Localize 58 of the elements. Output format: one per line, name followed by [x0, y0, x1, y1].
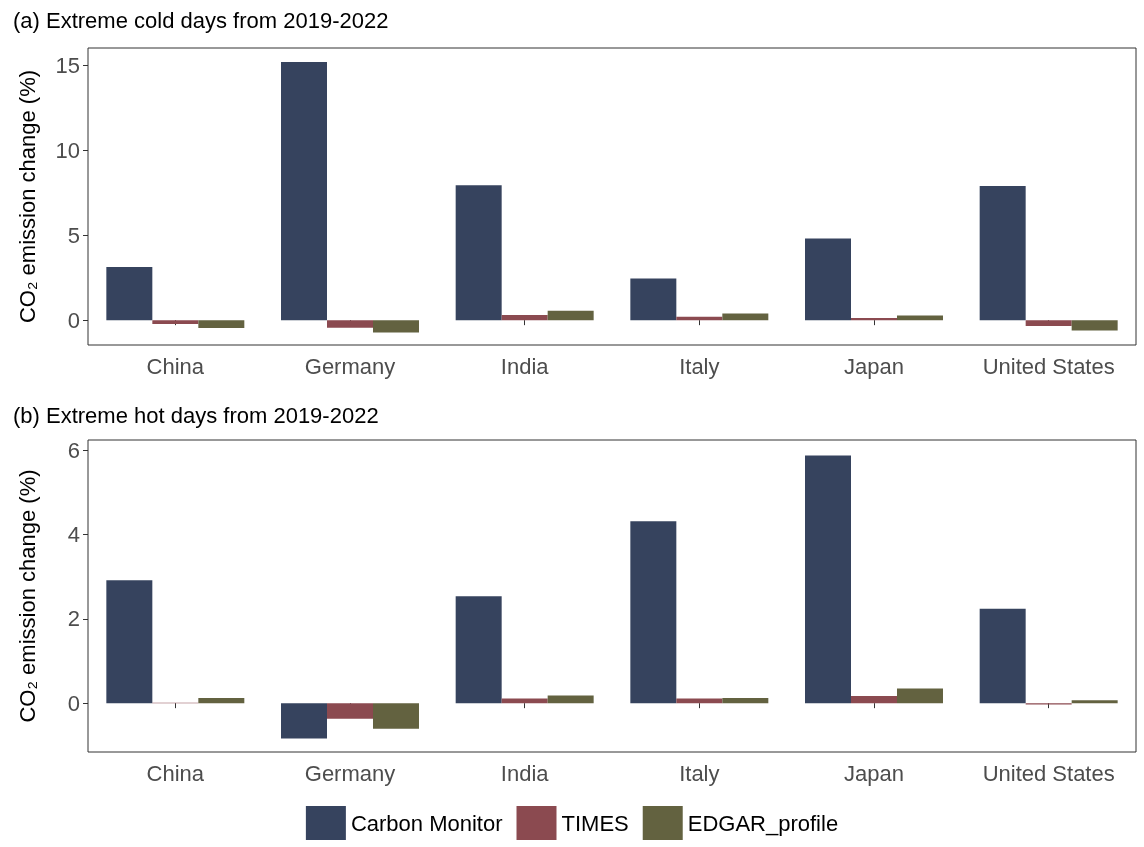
y-tick-label: 5	[67, 222, 80, 248]
bar	[897, 688, 943, 704]
bar	[630, 278, 677, 321]
legend-label: Carbon Monitor	[350, 810, 503, 836]
x-tick-label: China	[146, 760, 205, 786]
chart-title: (a) Extreme cold days from 2019-2022	[13, 7, 389, 33]
x-tick-label: United States	[982, 760, 1115, 786]
x-tick-label: Italy	[679, 760, 720, 786]
x-tick-label: Germany	[304, 760, 396, 786]
y-axis-title: CO₂ emission change (%)	[14, 469, 40, 723]
x-tick-label: Japan	[844, 353, 904, 379]
bar	[805, 455, 851, 704]
x-tick-label: Germany	[304, 353, 396, 379]
bar	[547, 310, 594, 321]
x-tick-label: India	[500, 353, 550, 379]
bar	[722, 313, 769, 321]
bar	[1071, 700, 1118, 704]
bar	[373, 703, 419, 729]
bar	[455, 596, 502, 704]
bar	[1071, 320, 1118, 331]
bar	[979, 608, 1026, 704]
bar	[327, 703, 373, 719]
legend-label: TIMES	[561, 810, 629, 836]
bar	[897, 315, 943, 321]
bar	[851, 696, 897, 704]
bar	[106, 267, 153, 321]
chart-title: (b) Extreme hot days from 2019-2022	[13, 402, 379, 428]
bar	[1025, 320, 1072, 327]
bar	[547, 695, 594, 704]
bar	[327, 320, 373, 328]
x-tick-label: United States	[982, 353, 1115, 379]
y-tick-label: 0	[67, 690, 80, 716]
y-axis-title: CO₂ emission change (%)	[14, 69, 40, 324]
bar	[805, 238, 851, 321]
x-tick-label: China	[146, 353, 205, 379]
bar	[198, 320, 245, 328]
bar	[722, 698, 769, 704]
y-tick-label: 6	[67, 438, 80, 464]
y-tick-label: 10	[55, 137, 80, 163]
y-tick-label: 2	[67, 606, 80, 632]
x-tick-label: Italy	[679, 353, 720, 379]
legend-label: EDGAR_profile	[687, 810, 839, 836]
bar	[851, 317, 897, 321]
y-tick-label: 4	[67, 522, 80, 548]
bar	[373, 320, 419, 333]
bar	[281, 62, 327, 321]
bar	[152, 320, 199, 324]
x-tick-label: India	[500, 760, 550, 786]
x-tick-label: Japan	[844, 760, 904, 786]
bar	[630, 521, 677, 704]
bar	[106, 580, 153, 704]
y-tick-label: 15	[55, 52, 80, 78]
bar	[979, 186, 1026, 321]
bar	[281, 703, 327, 739]
bar	[198, 698, 245, 704]
bar	[455, 185, 502, 321]
y-tick-label: 0	[67, 307, 80, 333]
bar	[501, 314, 548, 321]
